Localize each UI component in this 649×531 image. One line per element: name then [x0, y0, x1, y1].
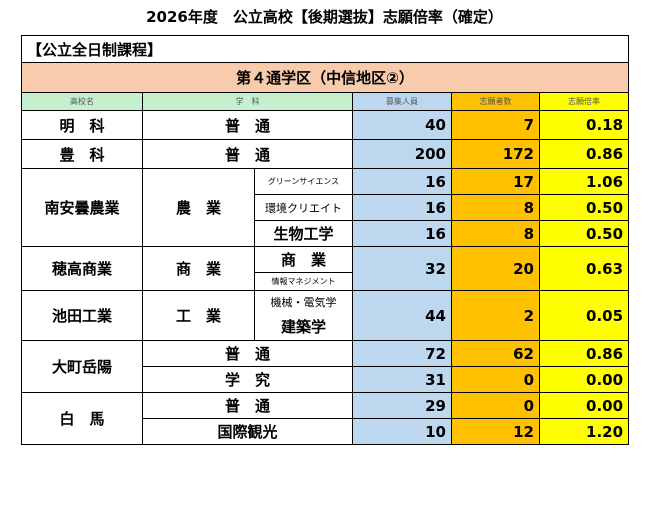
- course-name: 商 業: [254, 246, 353, 273]
- course-name: 情報マネジメント: [254, 272, 353, 291]
- header-row: 高校名 学 科 募集人員 志願者数 志願倍率: [21, 92, 630, 111]
- capacity-cell: 72: [352, 340, 452, 367]
- applicants-cell: 20: [451, 246, 540, 291]
- table-row: 池田工業 工 業 機械・電気学 44 2 0.05: [21, 290, 630, 341]
- ratio-cell: 1.06: [538, 168, 630, 195]
- table-row: 豊 科 普 通 200 172 0.86: [21, 139, 630, 169]
- ratio-cell: 1.20: [538, 418, 630, 445]
- ratio-cell: 0.05: [538, 290, 630, 341]
- ratio-cell: 0.86: [538, 139, 630, 169]
- table-row: 環境クリエイト 16 8 0.50: [22, 194, 630, 221]
- dept-name: 商 業: [142, 246, 255, 291]
- header-ratio: 志願倍率: [538, 92, 630, 111]
- ratio-cell: 0.50: [538, 220, 630, 247]
- ratio-cell: 0.00: [538, 392, 630, 419]
- header-dept: 学 科: [142, 92, 353, 111]
- applicants-cell: 172: [451, 139, 540, 169]
- applicants-cell: 8: [451, 194, 540, 221]
- area-heading: 第４通学区（中信地区②）: [20, 62, 630, 93]
- school-name: 白 馬: [21, 392, 143, 445]
- ratio-table: 【公立全日制課程】 第４通学区（中信地区②） 高校名 学 科 募集人員 志願者数…: [20, 35, 630, 445]
- dept-name: 普 通: [142, 340, 353, 367]
- applicants-cell: 62: [451, 340, 540, 367]
- capacity-cell: 32: [352, 246, 452, 291]
- header-applicants: 志願者数: [451, 92, 540, 111]
- header-school: 高校名: [21, 92, 143, 111]
- capacity-cell: 200: [352, 139, 452, 169]
- school-name: 南安曇農業: [21, 168, 143, 247]
- page-title: 2026年度 公立高校【後期選抜】志願倍率（確定）: [146, 8, 503, 26]
- table-row: 穂高商業 商 業 商 業 32 20 0.63: [21, 246, 630, 291]
- ratio-cell: 0.00: [538, 366, 630, 393]
- table-row: 明 科 普 通 40 7 0.18: [21, 110, 630, 140]
- table-row: 白 馬 普 通 29 0 0.00: [21, 392, 630, 445]
- capacity-cell: 44: [352, 290, 452, 341]
- school-name: 豊 科: [21, 139, 143, 169]
- dept-name: 普 通: [142, 110, 353, 140]
- applicants-cell: 12: [451, 418, 540, 445]
- course-name: 生物工学: [254, 220, 353, 247]
- applicants-cell: 17: [451, 168, 540, 195]
- dept-name: 普 通: [142, 392, 353, 419]
- table-row: 大町岳陽 普 通 72 62 0.86: [21, 340, 630, 393]
- capacity-cell: 16: [352, 168, 452, 195]
- table-row: 国際観光 10 12 1.20: [22, 418, 630, 445]
- ratio-cell: 0.86: [538, 340, 630, 367]
- dept-name: 国際観光: [142, 418, 353, 445]
- applicants-cell: 0: [451, 366, 540, 393]
- table-row: 南安曇農業 農 業 グリーンサイエンス 16 17 1.06: [21, 168, 630, 247]
- school-name: 大町岳陽: [21, 340, 143, 393]
- school-name: 明 科: [21, 110, 143, 140]
- dept-name: 学 究: [142, 366, 353, 393]
- course-name: 機械・電気学: [254, 290, 353, 313]
- course-name: グリーンサイエンス: [254, 168, 353, 195]
- dept-name: 工 業: [142, 290, 255, 341]
- applicants-cell: 2: [451, 290, 540, 341]
- school-name: 池田工業: [21, 290, 143, 341]
- school-name: 穂高商業: [21, 246, 143, 291]
- header-capacity: 募集人員: [352, 92, 452, 111]
- applicants-cell: 8: [451, 220, 540, 247]
- table-row: 学 究 31 0 0.00: [22, 366, 630, 393]
- ratio-cell: 0.63: [538, 246, 630, 291]
- category-label: 【公立全日制課程】: [20, 35, 630, 63]
- ratio-cell: 0.18: [538, 110, 630, 140]
- capacity-cell: 16: [352, 220, 452, 247]
- capacity-cell: 31: [352, 366, 452, 393]
- dept-name: 農 業: [142, 168, 255, 247]
- course-name: 環境クリエイト: [254, 194, 353, 221]
- applicants-cell: 0: [451, 392, 540, 419]
- capacity-cell: 16: [352, 194, 452, 221]
- dept-name: 普 通: [142, 139, 353, 169]
- applicants-cell: 7: [451, 110, 540, 140]
- capacity-cell: 40: [352, 110, 452, 140]
- table-row: 建築学: [22, 312, 629, 341]
- capacity-cell: 29: [352, 392, 452, 419]
- ratio-cell: 0.50: [538, 194, 630, 221]
- course-name: 建築学: [254, 312, 353, 341]
- capacity-cell: 10: [352, 418, 452, 445]
